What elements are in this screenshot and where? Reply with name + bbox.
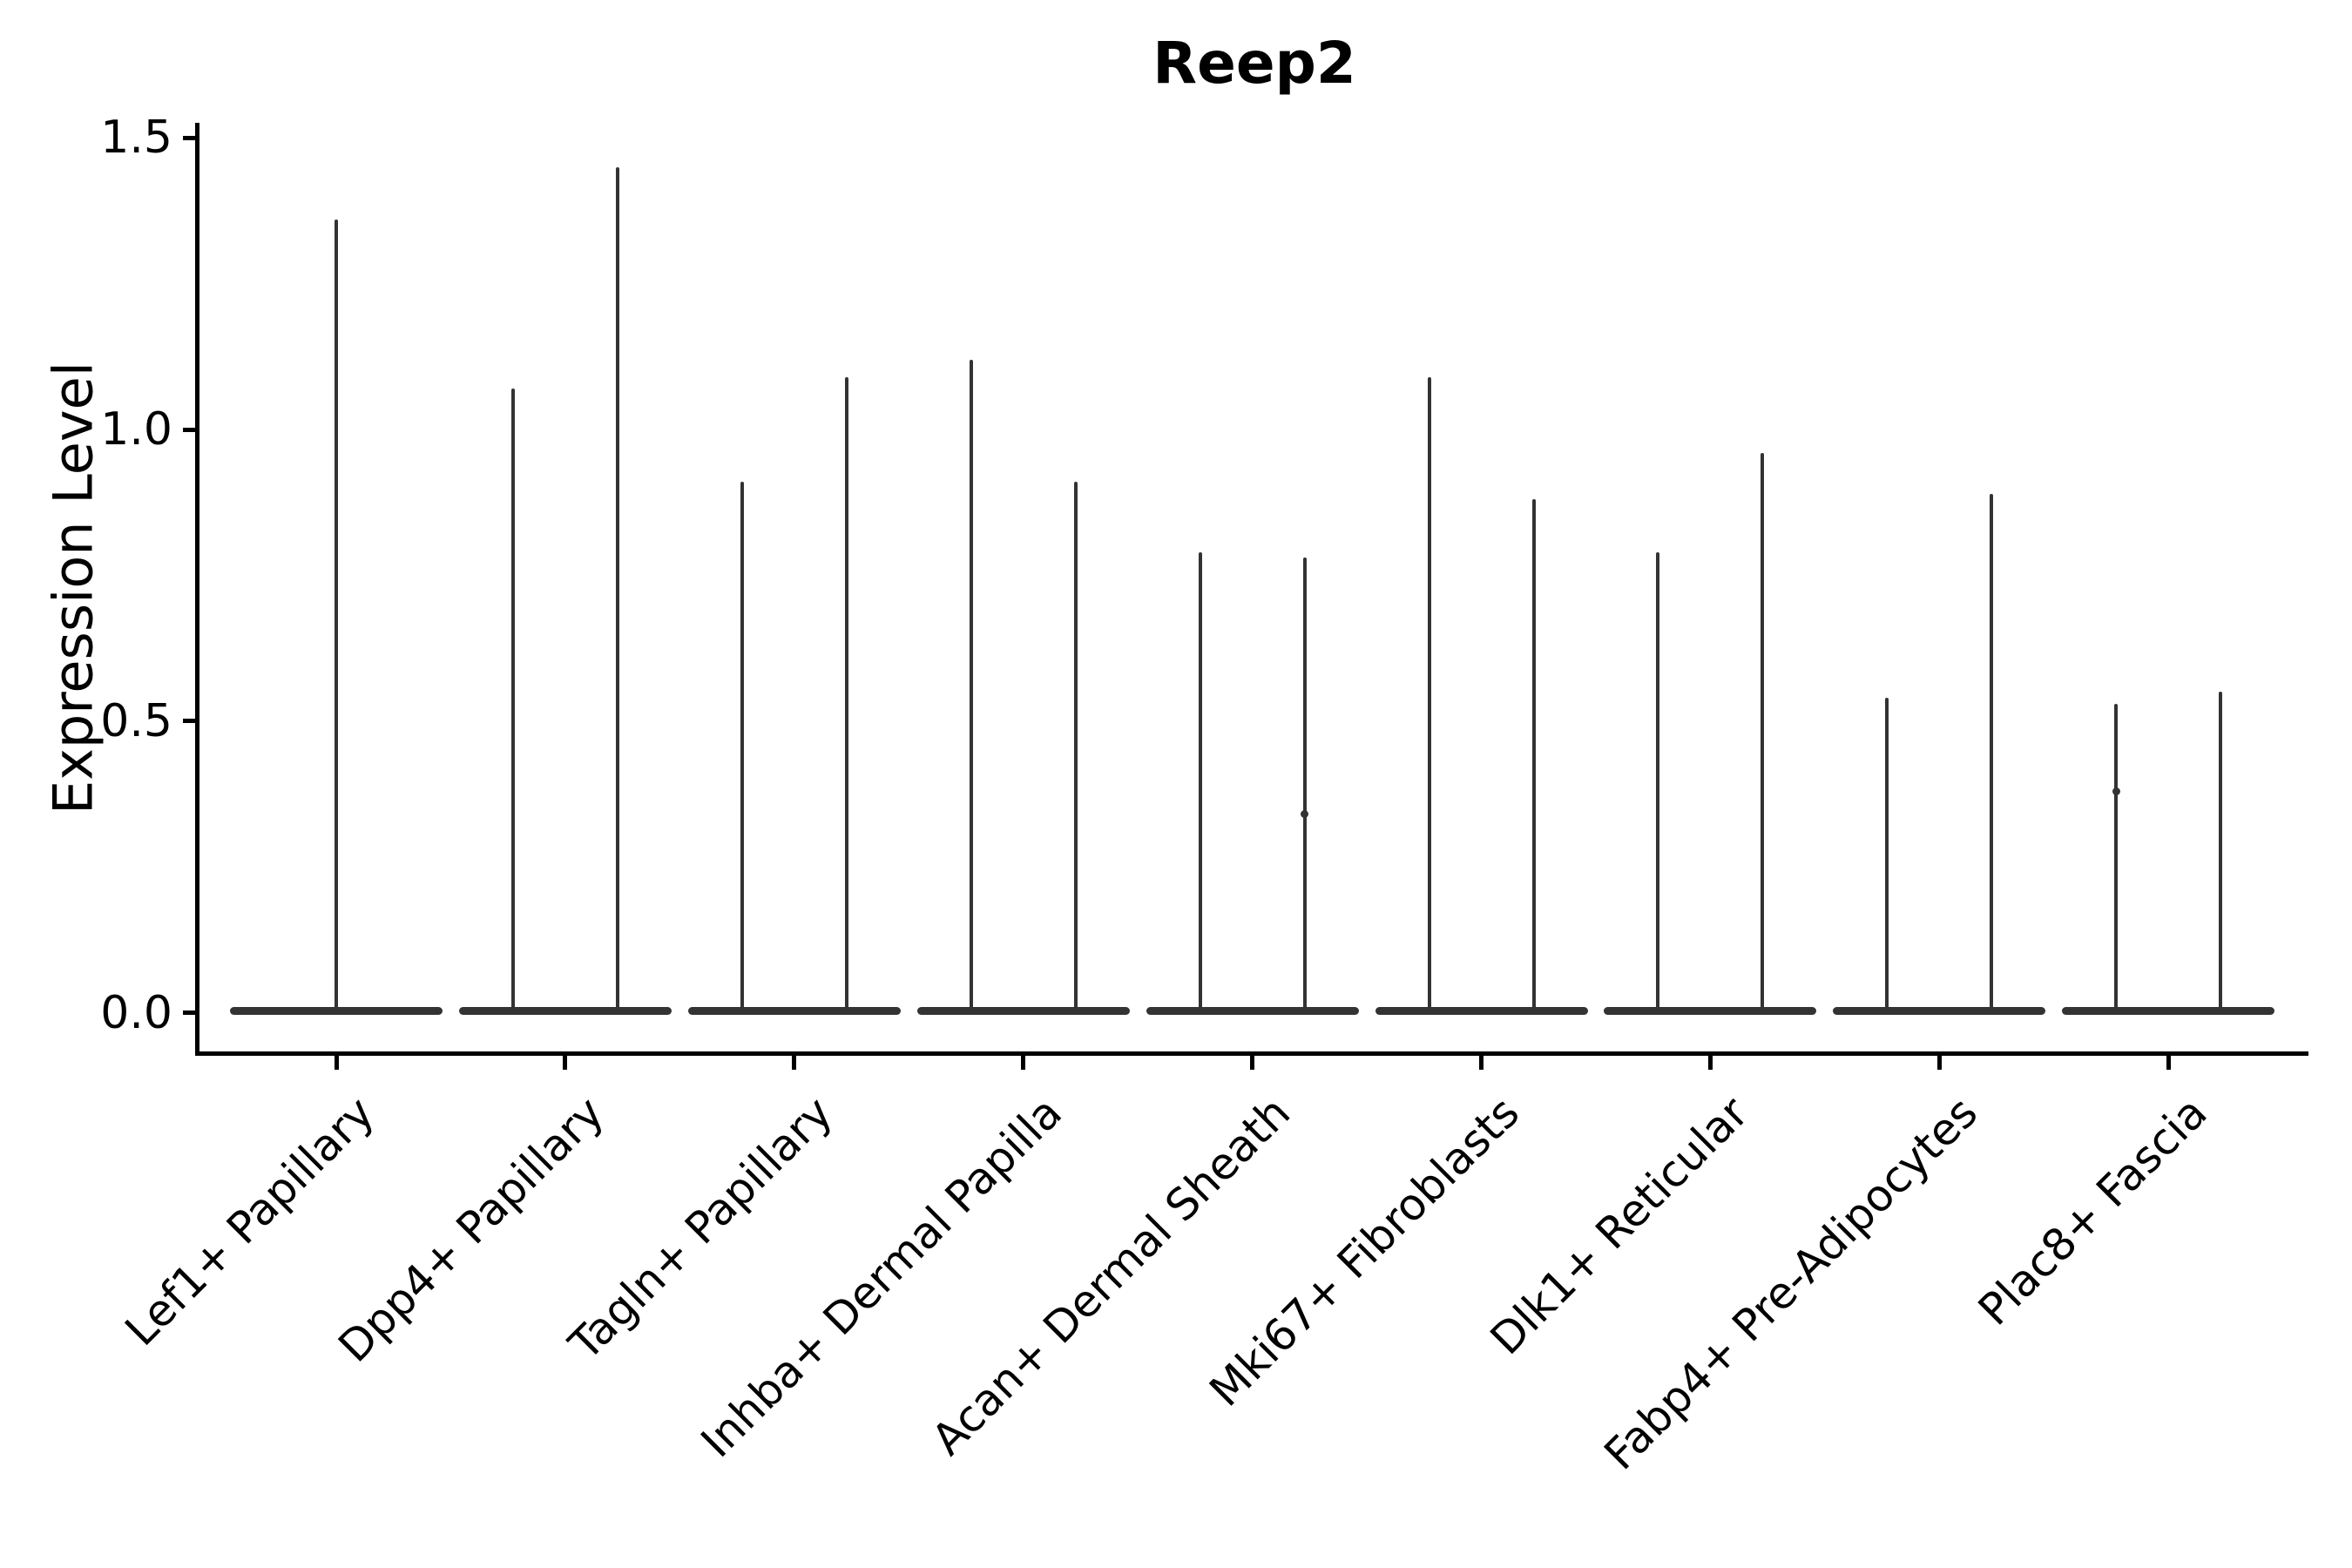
violin-needle (1531, 499, 1536, 1010)
y-tick-label: 0.5 (100, 694, 172, 747)
violin-needle (1656, 551, 1660, 1010)
violin-needle (1302, 558, 1307, 1010)
chart-title: Reep2 (1152, 30, 1356, 97)
y-tick (183, 135, 195, 140)
x-tick (563, 1056, 568, 1070)
violin-needle (2219, 692, 2223, 1010)
violin-needle (1198, 551, 1202, 1010)
violin-needle (1885, 697, 1889, 1010)
violin-base (1604, 1007, 1817, 1015)
x-tick (1250, 1056, 1255, 1070)
violin-needle (510, 389, 515, 1010)
x-tick-label: Plac8+ Fascia (1968, 1087, 2217, 1335)
violin-needle (844, 376, 848, 1010)
violin-bump (2112, 787, 2120, 795)
violin-needle (1990, 493, 1994, 1010)
violin-needle (740, 482, 744, 1010)
violin-base (2062, 1007, 2275, 1015)
violin-needle (615, 166, 619, 1010)
violin-needle (1427, 376, 1431, 1010)
y-tick-label: 1.0 (100, 403, 172, 456)
violin-needle (1073, 482, 1078, 1010)
x-tick (1021, 1056, 1026, 1070)
y-tick-label: 1.5 (100, 112, 172, 165)
violin-needle (1761, 452, 1765, 1010)
violin-needle (969, 359, 973, 1010)
x-tick (792, 1056, 797, 1070)
y-tick-label: 0.0 (100, 986, 172, 1039)
violin-needle (2114, 703, 2119, 1010)
x-tick (334, 1056, 339, 1070)
y-tick (183, 427, 195, 432)
violin-base (230, 1007, 443, 1015)
y-axis-spine (195, 123, 199, 1056)
y-tick (183, 719, 195, 724)
violin-bump (1301, 810, 1309, 819)
x-tick (1479, 1056, 1484, 1070)
violin-base (458, 1007, 672, 1015)
violin-base (1833, 1007, 2046, 1015)
violin-base (1146, 1007, 1359, 1015)
x-tick (1707, 1056, 1713, 1070)
violin-base (1375, 1007, 1588, 1015)
violin-base (916, 1007, 1130, 1015)
x-tick-label: Fabp4+ Pre-Adipocytes (1594, 1087, 1988, 1480)
violin-needle (335, 219, 338, 1010)
x-tick (1936, 1056, 1942, 1070)
x-tick (2166, 1056, 2171, 1070)
y-tick (183, 1010, 195, 1015)
x-axis-spine (195, 1051, 2308, 1056)
x-tick-label: Lef1+ Papillary (115, 1087, 385, 1356)
violin-base (687, 1007, 901, 1015)
